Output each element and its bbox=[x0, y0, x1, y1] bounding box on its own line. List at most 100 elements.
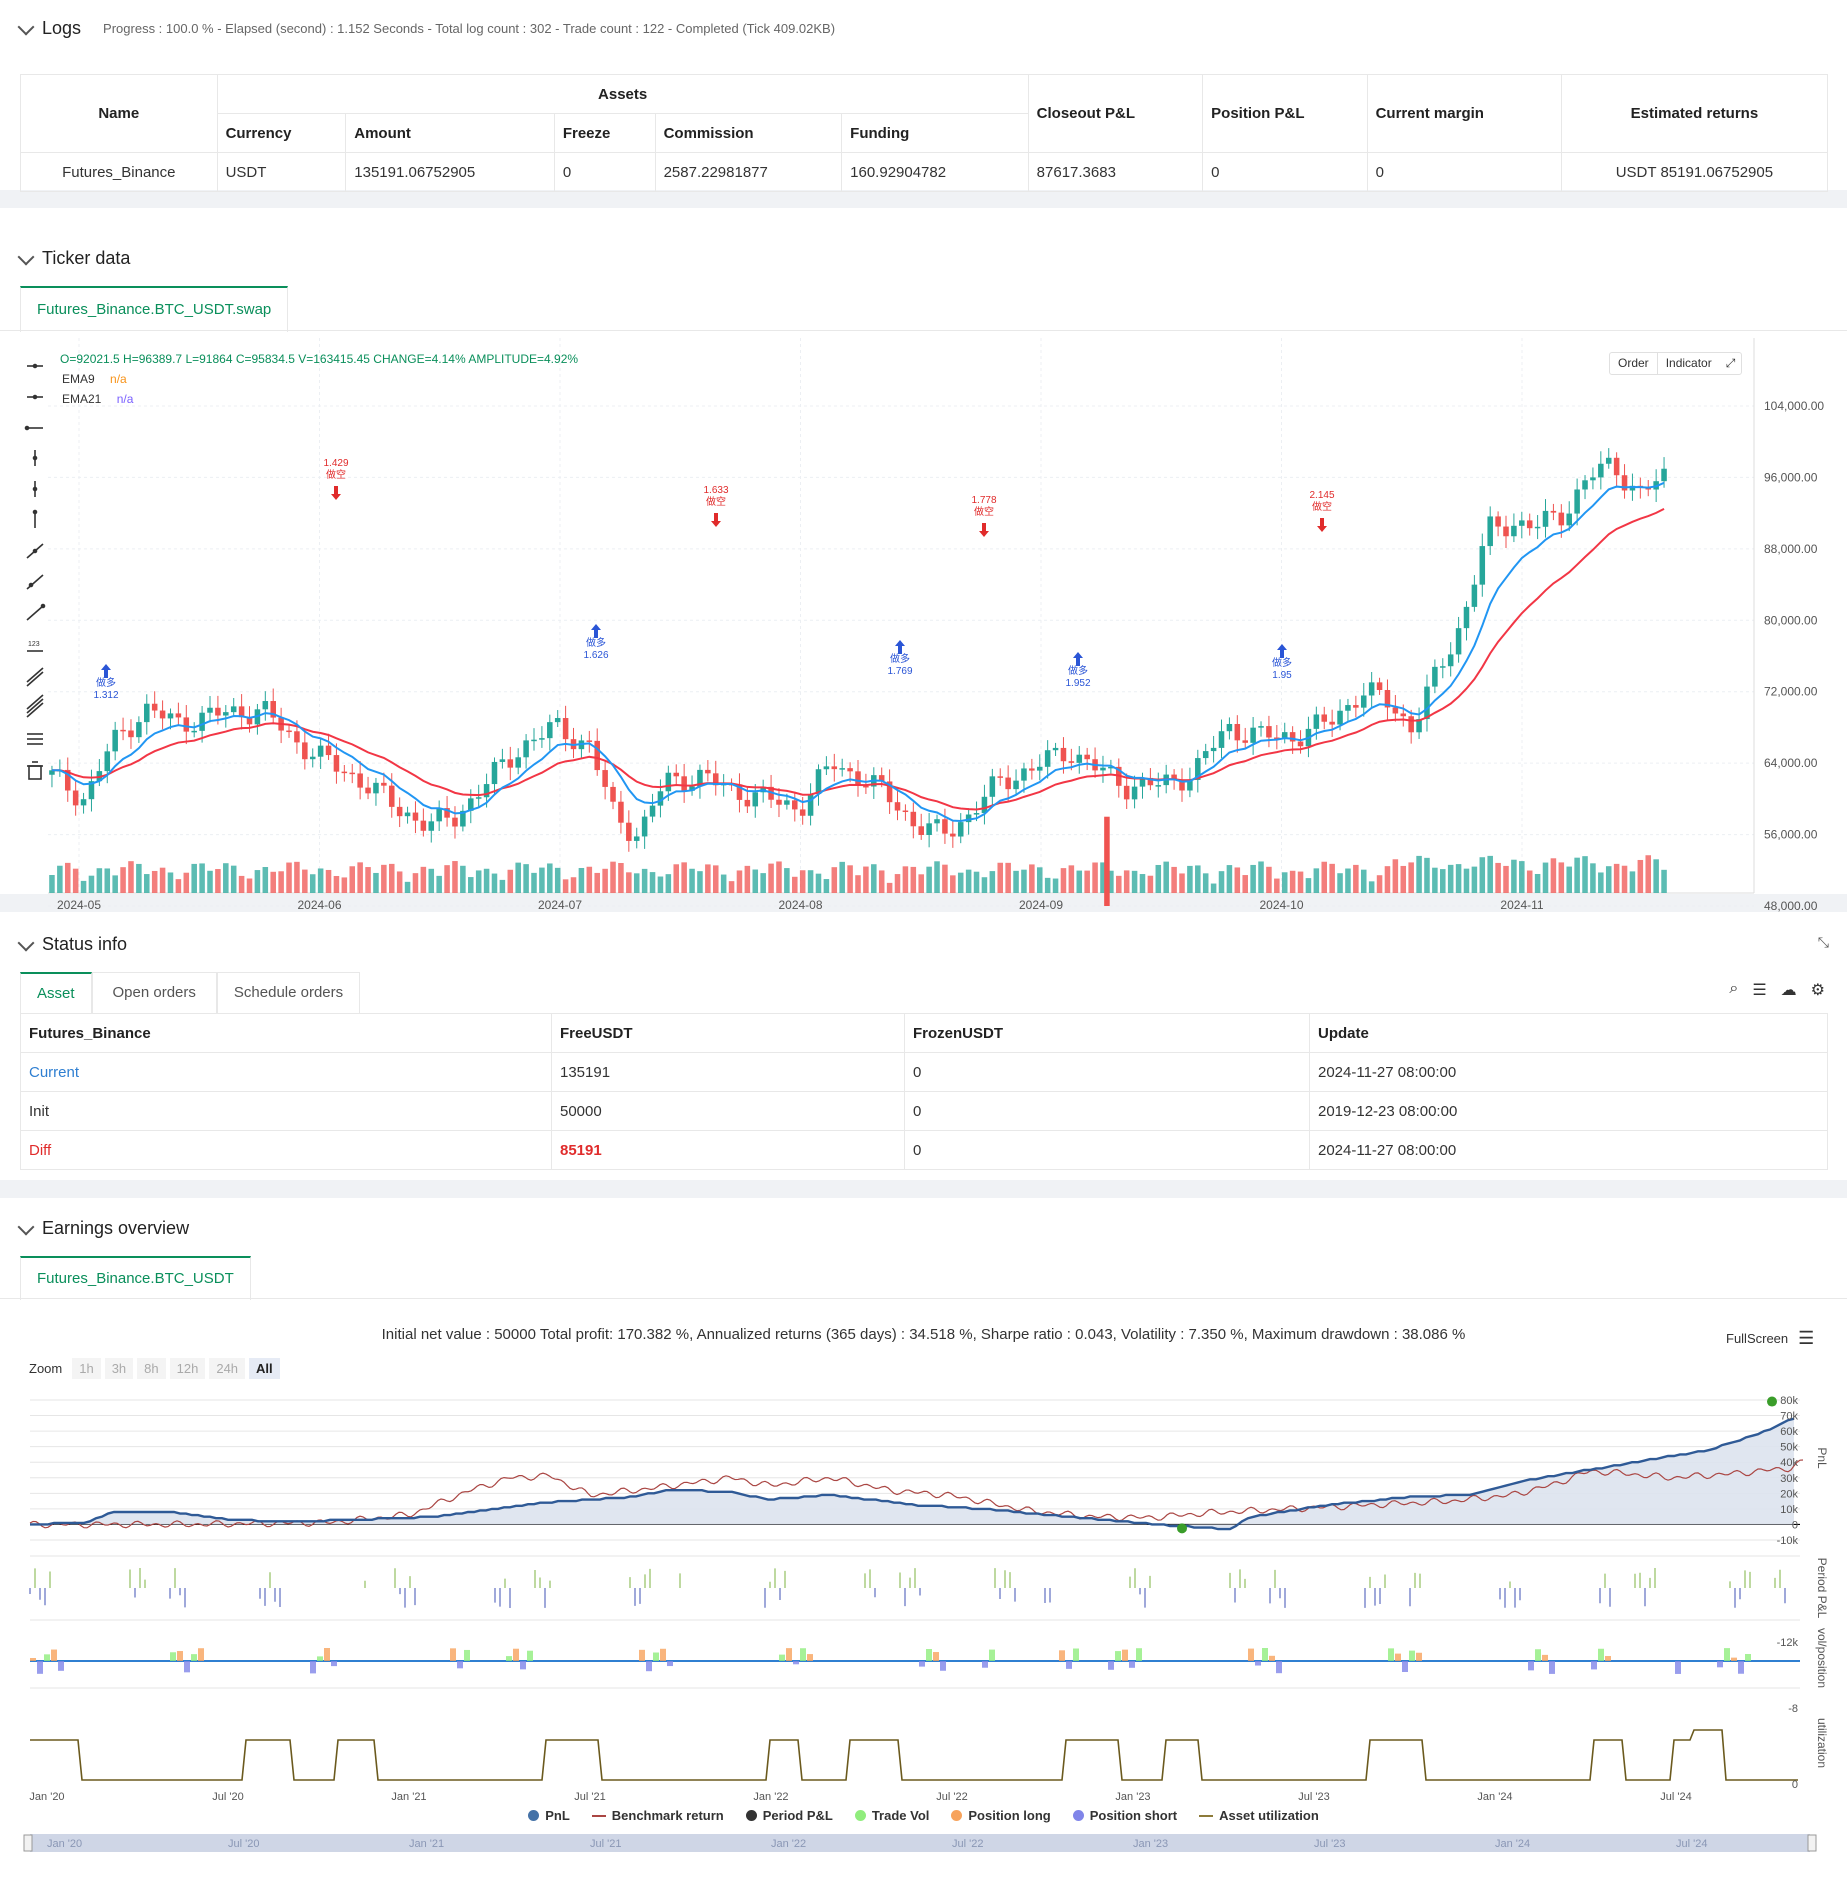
candle-body bbox=[460, 810, 466, 827]
volume-bar bbox=[1550, 858, 1557, 893]
signal-label: 做多 bbox=[1272, 656, 1292, 669]
fullscreen-button[interactable]: FullScreen ☰ bbox=[1726, 1328, 1814, 1349]
legend-item[interactable]: PnL bbox=[528, 1808, 570, 1823]
zoom-12h[interactable]: 12h bbox=[169, 1358, 206, 1379]
util-tick: 0 bbox=[1792, 1779, 1798, 1791]
volume-bar bbox=[1376, 875, 1383, 893]
candle-body bbox=[365, 787, 371, 794]
volume-bar bbox=[823, 879, 830, 893]
navigator-left-handle[interactable] bbox=[23, 1834, 33, 1852]
volume-bar bbox=[633, 873, 640, 893]
vol-position-bar bbox=[1717, 1661, 1723, 1668]
chevron-down-icon[interactable] bbox=[17, 248, 35, 265]
tab-asset[interactable]: Asset bbox=[20, 972, 92, 1014]
candle-body bbox=[1218, 731, 1225, 748]
candle-body bbox=[586, 740, 593, 742]
candle-body bbox=[736, 784, 743, 800]
price-tick: 104,000.00 bbox=[1764, 399, 1824, 413]
tab-btc-usdt-swap[interactable]: Futures_Binance.BTC_USDT.swap bbox=[20, 286, 289, 332]
candle-body bbox=[183, 717, 190, 732]
vol-position-bar bbox=[1115, 1651, 1121, 1661]
candlestick-chart[interactable]: 做多1.3121.429做空做多1.6261.633做空做多1.7691.778… bbox=[48, 338, 1847, 928]
collapse-icon[interactable]: ⤡ bbox=[1817, 934, 1829, 950]
candle-body bbox=[1384, 690, 1391, 708]
chevron-down-icon[interactable] bbox=[17, 18, 35, 35]
status-header[interactable]: Status info bbox=[17, 934, 127, 955]
chevron-down-icon[interactable] bbox=[17, 934, 35, 951]
volume-bar bbox=[1116, 875, 1122, 893]
vol-position-bar bbox=[1255, 1661, 1261, 1666]
cloud-download-icon[interactable]: ☁ bbox=[1780, 982, 1797, 999]
candle-body bbox=[1060, 747, 1067, 762]
legend-item[interactable]: Position long bbox=[951, 1808, 1051, 1823]
earnings-chart[interactable]: 80k 70k 60k 50k 40k 30k 20k 10k 0 -10k -12k -8 0 Jan… bbox=[0, 1388, 1847, 1808]
zoom-8h[interactable]: 8h bbox=[137, 1358, 166, 1379]
zoom-3h[interactable]: 3h bbox=[104, 1358, 134, 1379]
order-button[interactable]: Order bbox=[1610, 353, 1658, 374]
volume-bar bbox=[1266, 866, 1272, 893]
menu-icon[interactable]: ☰ bbox=[1798, 1328, 1815, 1348]
indicator-button[interactable]: Indicator bbox=[1665, 356, 1712, 370]
ticker-header[interactable]: Ticker data bbox=[17, 248, 130, 269]
cell-closeout: 87617.3683 bbox=[1027, 152, 1204, 192]
expand-icon[interactable]: ⤢ bbox=[1725, 356, 1736, 370]
signal-label: 做空 bbox=[706, 495, 726, 508]
volume-bars bbox=[49, 855, 1667, 893]
vol-position-bar bbox=[940, 1661, 946, 1671]
candle-body bbox=[981, 796, 988, 814]
navigator-tick: Jul '21 bbox=[590, 1838, 621, 1850]
legend-item[interactable]: Benchmark return bbox=[591, 1808, 724, 1823]
candle-body bbox=[64, 769, 71, 791]
navigator-right-handle[interactable] bbox=[1807, 1834, 1817, 1852]
peak-marker bbox=[1767, 1396, 1777, 1407]
legend-item[interactable]: Trade Vol bbox=[854, 1808, 929, 1823]
range-navigator[interactable]: Jan '20 Jul '20 Jan '21 Jul '21 Jan '22 Jul '… bbox=[20, 1832, 1830, 1854]
list-icon[interactable]: ☰ bbox=[1752, 982, 1767, 999]
vol-position-bar bbox=[506, 1656, 512, 1661]
zoom-all[interactable]: All bbox=[249, 1358, 280, 1379]
candle-body bbox=[1629, 485, 1636, 491]
period-tick: -12k bbox=[1777, 1637, 1799, 1649]
logs-header[interactable]: Logs Progress : 100.0 % - Elapsed (secon… bbox=[17, 18, 835, 39]
earnings-header[interactable]: Earnings overview bbox=[17, 1218, 189, 1239]
pnl-tick: 20k bbox=[1780, 1488, 1798, 1500]
search-icon[interactable]: ⌕ bbox=[1729, 980, 1739, 997]
candle-body bbox=[1123, 785, 1130, 800]
arrow-up-icon bbox=[895, 640, 905, 654]
long-signal: 做多1.769 bbox=[887, 640, 913, 677]
legend-item[interactable]: Period P&L bbox=[745, 1808, 833, 1823]
time-tick: 2024-10 bbox=[1259, 898, 1303, 912]
candle-body bbox=[594, 740, 600, 771]
legend-item[interactable]: Position short bbox=[1072, 1808, 1177, 1823]
candle-body bbox=[523, 740, 529, 758]
candle-body bbox=[1519, 520, 1525, 526]
volume-bar bbox=[444, 865, 450, 893]
candle-body bbox=[997, 776, 1004, 778]
vol-position-bar bbox=[513, 1648, 519, 1661]
chevron-down-icon[interactable] bbox=[17, 1218, 35, 1235]
candle-body bbox=[1274, 737, 1280, 739]
row-current-label[interactable]: Current bbox=[20, 1052, 552, 1092]
signal-value: 1.626 bbox=[583, 650, 608, 661]
candle-body bbox=[910, 811, 917, 827]
tab-schedule-orders[interactable]: Schedule orders bbox=[216, 972, 361, 1013]
legend-label: PnL bbox=[545, 1808, 570, 1823]
zoom-1h[interactable]: 1h bbox=[72, 1358, 101, 1379]
cell-update: 2024-11-27 08:00:00 bbox=[1309, 1130, 1828, 1170]
volume-bar bbox=[1447, 864, 1454, 893]
volume-bar bbox=[1558, 862, 1565, 893]
volume-bar bbox=[230, 865, 237, 893]
pnl-line bbox=[30, 1417, 1795, 1531]
vol-position-bar bbox=[1248, 1648, 1254, 1661]
tab-btc-usdt[interactable]: Futures_Binance.BTC_USDT bbox=[20, 1256, 251, 1300]
tab-open-orders[interactable]: Open orders bbox=[91, 972, 217, 1013]
zoom-24h[interactable]: 24h bbox=[209, 1358, 246, 1379]
drawing-tools-icons[interactable]: 123 bbox=[22, 348, 48, 988]
legend-dot-icon bbox=[528, 1810, 540, 1821]
gear-icon[interactable]: ⚙ bbox=[1810, 982, 1825, 999]
legend-item[interactable]: Asset utilization bbox=[1199, 1808, 1319, 1823]
ema9-value: n/a bbox=[110, 372, 127, 386]
ohlc-readout: O=92021.5 H=96389.7 L=91864 C=95834.5 V=… bbox=[60, 352, 579, 366]
time-tick: Jul '20 bbox=[212, 1791, 243, 1803]
